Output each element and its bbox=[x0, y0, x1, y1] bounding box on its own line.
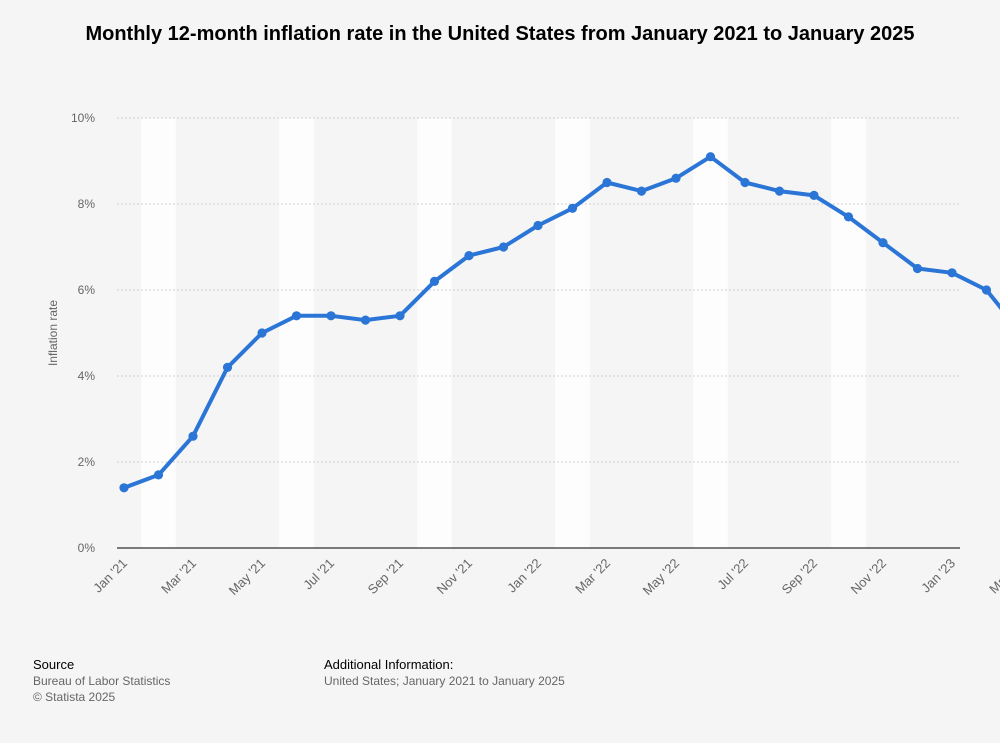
x-tick-label: Jul '22 bbox=[714, 556, 751, 593]
chart-title: Monthly 12-month inflation rate in the U… bbox=[85, 23, 915, 45]
x-tick-label: May '22 bbox=[640, 556, 683, 599]
data-point[interactable] bbox=[740, 177, 750, 188]
column-band bbox=[693, 118, 728, 548]
data-point[interactable] bbox=[326, 311, 336, 321]
data-point[interactable] bbox=[222, 362, 233, 372]
source-line: Bureau of Labor Statistics bbox=[33, 674, 171, 688]
column-band bbox=[831, 118, 866, 548]
y-axis-ticks: 0% 2% 4% 6% 8% 10% bbox=[71, 111, 95, 555]
data-point[interactable] bbox=[602, 177, 612, 188]
data-point[interactable] bbox=[878, 238, 888, 248]
column-band bbox=[141, 118, 176, 548]
y-axis-title: Inflation rate bbox=[46, 300, 60, 366]
data-point[interactable] bbox=[257, 328, 267, 338]
column-band bbox=[417, 118, 452, 548]
x-tick-label: Mar '22 bbox=[572, 556, 613, 597]
data-point[interactable] bbox=[153, 470, 164, 480]
x-tick-label: Jan '22 bbox=[504, 556, 544, 596]
gridlines bbox=[117, 117, 960, 463]
data-point[interactable] bbox=[912, 263, 923, 274]
x-tick-label: Jan '23 bbox=[918, 556, 958, 596]
x-tick-label: Sep '21 bbox=[365, 556, 406, 597]
y-tick-label: 2% bbox=[78, 455, 96, 469]
x-tick-label: Nov '21 bbox=[434, 556, 475, 597]
data-point[interactable] bbox=[533, 220, 543, 231]
source-block: Source Bureau of Labor Statistics © Stat… bbox=[33, 657, 170, 705]
data-points bbox=[119, 152, 992, 493]
data-point[interactable] bbox=[119, 483, 129, 493]
y-tick-label: 10% bbox=[71, 111, 95, 125]
x-tick-label: May '21 bbox=[226, 556, 269, 599]
y-tick-label: 6% bbox=[78, 283, 96, 297]
data-point[interactable] bbox=[705, 152, 716, 162]
x-tick-label: Nov '22 bbox=[848, 556, 889, 597]
data-point[interactable] bbox=[981, 285, 992, 295]
column-band bbox=[279, 118, 314, 548]
data-point[interactable] bbox=[843, 212, 854, 222]
x-axis-ticks: Jan '21 Mar '21 May '21 Jul '21 Sep '21 Nov '… bbox=[90, 556, 1000, 599]
additional-info-text: United States; January 2021 to January 2… bbox=[324, 674, 565, 688]
data-point[interactable] bbox=[809, 190, 819, 200]
data-point[interactable] bbox=[671, 173, 681, 183]
y-tick-label: 4% bbox=[78, 369, 96, 383]
data-point[interactable] bbox=[429, 276, 440, 286]
column-band bbox=[555, 118, 590, 548]
x-tick-label: Jan '21 bbox=[90, 556, 130, 596]
data-point[interactable] bbox=[360, 315, 371, 325]
data-point[interactable] bbox=[567, 203, 578, 213]
data-point[interactable] bbox=[464, 251, 474, 261]
column-bands bbox=[141, 118, 866, 548]
y-tick-label: 0% bbox=[78, 541, 96, 555]
copyright-line: © Statista 2025 bbox=[33, 690, 116, 704]
additional-info-block: Additional Information: United States; J… bbox=[324, 657, 565, 689]
x-tick-label: Sep '22 bbox=[779, 556, 820, 597]
data-point[interactable] bbox=[395, 311, 405, 321]
data-point[interactable] bbox=[774, 186, 785, 196]
data-point[interactable] bbox=[636, 186, 647, 196]
data-point[interactable] bbox=[947, 268, 957, 278]
additional-info-heading: Additional Information: bbox=[324, 657, 454, 672]
data-point[interactable] bbox=[291, 311, 302, 321]
data-point[interactable] bbox=[188, 431, 198, 441]
y-tick-label: 8% bbox=[78, 197, 96, 211]
x-tick-label: Mar '23 bbox=[986, 556, 1000, 597]
x-tick-label: Mar '21 bbox=[158, 556, 199, 597]
source-heading: Source bbox=[33, 657, 75, 672]
x-tick-label: Jul '21 bbox=[300, 556, 337, 593]
data-point[interactable] bbox=[498, 242, 509, 252]
